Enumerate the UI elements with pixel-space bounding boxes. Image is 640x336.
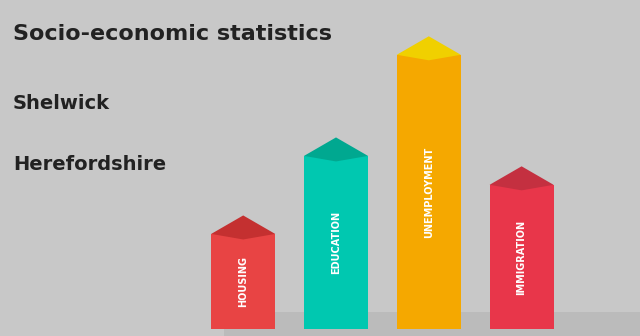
Bar bbox=[490, 185, 554, 329]
Text: EDUCATION: EDUCATION bbox=[331, 211, 341, 274]
Text: UNEMPLOYMENT: UNEMPLOYMENT bbox=[424, 146, 434, 238]
Bar bbox=[224, 312, 640, 336]
Bar bbox=[304, 156, 368, 329]
Polygon shape bbox=[490, 166, 554, 190]
Text: Shelwick: Shelwick bbox=[13, 94, 110, 113]
Polygon shape bbox=[304, 137, 368, 161]
Polygon shape bbox=[397, 36, 461, 60]
Bar bbox=[397, 55, 461, 329]
Text: HOUSING: HOUSING bbox=[238, 256, 248, 307]
Text: Herefordshire: Herefordshire bbox=[13, 155, 166, 174]
Bar bbox=[211, 234, 275, 329]
Text: IMMIGRATION: IMMIGRATION bbox=[516, 219, 527, 295]
Text: Socio-economic statistics: Socio-economic statistics bbox=[13, 24, 332, 44]
Polygon shape bbox=[211, 215, 275, 240]
